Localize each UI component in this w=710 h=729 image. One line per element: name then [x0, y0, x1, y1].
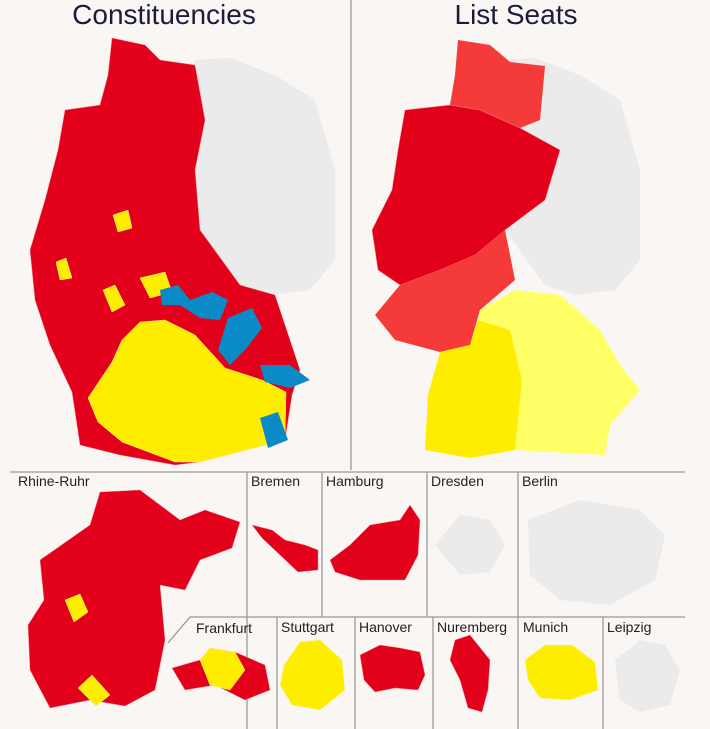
region — [102, 284, 126, 313]
divider — [167, 616, 685, 644]
region — [260, 365, 310, 388]
region — [478, 290, 640, 455]
region — [77, 674, 111, 707]
inset-label: Leipzig — [607, 619, 651, 635]
region — [524, 644, 599, 701]
inset-label: Bremen — [251, 473, 300, 489]
inset-label: Hamburg — [326, 473, 384, 489]
region — [435, 515, 505, 575]
map-title: Constituencies — [72, 0, 256, 30]
region — [64, 593, 89, 623]
region — [185, 58, 335, 295]
region — [27, 489, 241, 709]
region — [375, 230, 515, 352]
region — [329, 504, 421, 581]
constituency-map: Constituencies — [29, 0, 335, 466]
inset-label: Munich — [523, 619, 568, 635]
inset-label: Stuttgart — [281, 619, 334, 635]
region — [87, 319, 287, 463]
region — [55, 257, 73, 281]
inset-label: Hanover — [359, 619, 412, 635]
region — [425, 320, 522, 458]
inset-label: Dresden — [431, 473, 484, 489]
region — [279, 639, 346, 711]
list-seats-map: List Seats — [371, 0, 640, 458]
region — [528, 500, 665, 605]
region — [359, 644, 426, 693]
region — [450, 40, 545, 128]
region — [160, 285, 228, 320]
region — [449, 634, 491, 713]
region — [615, 640, 680, 712]
inset-label: Nuremberg — [437, 619, 507, 635]
inset-label: Berlin — [522, 473, 558, 489]
region — [112, 209, 133, 233]
map-title: List Seats — [455, 0, 578, 30]
region — [260, 412, 288, 448]
region — [251, 524, 319, 573]
region — [218, 308, 262, 365]
inset-label: Frankfurt — [196, 620, 252, 636]
inset-label: Rhine-Ruhr — [18, 473, 90, 489]
region — [199, 647, 246, 691]
